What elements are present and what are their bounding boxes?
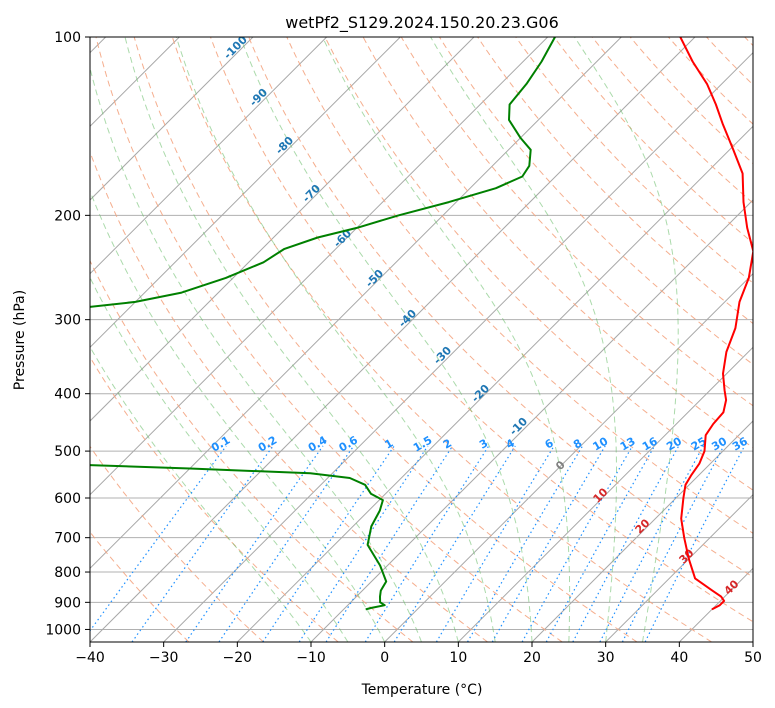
isotherm-grid [90,37,753,642]
mixing-ratio-line [545,445,656,642]
y-tick-label: 200 [54,208,81,224]
moist-adiabat [430,37,617,642]
moist-adiabat [239,37,533,642]
x-tick-label: 30 [597,650,615,666]
plot-background [90,37,753,642]
x-tick-label: 10 [449,650,467,666]
chart-title: wetPf2_S129.2024.150.20.23.G06 [285,13,559,33]
isotherm-line [605,493,753,642]
moist-adiabat [90,189,386,642]
x-tick-label: 40 [670,650,688,666]
x-tick-label: −20 [223,650,253,666]
moist-adiabat [574,37,679,642]
dry-adiabat [210,37,753,623]
x-tick-label: 50 [744,650,762,666]
dry-adiabats [90,37,753,642]
moist-adiabats [90,37,679,642]
y-tick-label: 1000 [45,622,81,638]
dry-adiabat [629,37,753,165]
plot-area: 0.1 0.2 0.4 0.6 1 1.5 2 3 4 6 8 10 13 16 20 25 30 36-100-… [90,37,753,642]
isotherm-line [457,346,753,642]
y-tick-label: 400 [54,387,81,403]
dry-adiabat [477,37,753,325]
dry-adiabat [171,37,712,642]
x-tick-label: 0 [380,650,389,666]
moist-adiabat [124,37,459,642]
dry-adiabat [400,37,753,407]
dry-adiabat [515,37,753,284]
y-tick-label: 500 [54,444,81,460]
mixing-ratio-line [364,445,490,642]
profile-series [90,37,753,611]
dry-adiabat [133,37,638,642]
x-axis-ticks: −40 −30 −20 −10 0 10 20 30 40 50 [75,642,762,666]
y-axis-title: Pressure (hPa) [12,290,28,390]
x-tick-label: 20 [523,650,541,666]
moist-adiabat [322,37,571,642]
mixing-ratio-line [393,445,516,642]
isotherm-line [90,37,696,642]
dry-adiabat [90,259,414,642]
isotherm-line [90,37,549,496]
y-tick-label: 100 [54,30,81,46]
temperature-profile-line [679,37,753,611]
isotherm-line [90,37,328,275]
mixing-ratio-line [521,445,634,642]
y-tick-label: 600 [54,491,81,507]
mixing-ratio-lines [90,445,746,642]
dry-adiabat [248,37,753,578]
isotherm-line [90,37,254,201]
y-tick-label: 300 [54,313,81,329]
dry-adiabat [95,37,563,642]
mixing-ratio-line [572,445,680,642]
moist-adiabat [90,65,422,642]
mixing-ratio-line [435,445,555,642]
y-axis-ticks: 100 200 300 400 500 600 700 800 900 1000 [45,30,90,638]
dry-adiabat [591,37,753,204]
isotherm-line [531,420,753,642]
dry-adiabat [362,37,753,449]
y-tick-label: 900 [54,595,81,611]
mixing-ratio-line [491,445,606,642]
x-tick-label: −30 [149,650,179,666]
mixing-ratio-line [298,445,429,642]
y-tick-label: 700 [54,531,81,547]
dewpoint-profile-line [90,37,556,611]
plot-frame [89,36,754,643]
isotherm-line [384,272,753,642]
moist-adiabat [90,345,312,642]
moist-adiabat [175,37,496,642]
y-tick-label: 800 [54,565,81,581]
x-tick-label: −40 [75,650,105,666]
x-axis-title: Temperature (°C) [361,682,483,698]
mixing-ratio-line [262,445,395,642]
isotherm-line [163,51,753,642]
mixing-ratio-line [325,445,454,642]
dry-adiabat [90,445,264,642]
isotherm-line [236,125,753,642]
mixing-ratio-line [466,445,584,642]
isotherm-line [90,37,401,349]
x-tick-label: −10 [296,650,326,666]
moist-adiabat [90,276,349,642]
dry-adiabat [324,37,753,491]
isotherm-line [90,37,475,422]
